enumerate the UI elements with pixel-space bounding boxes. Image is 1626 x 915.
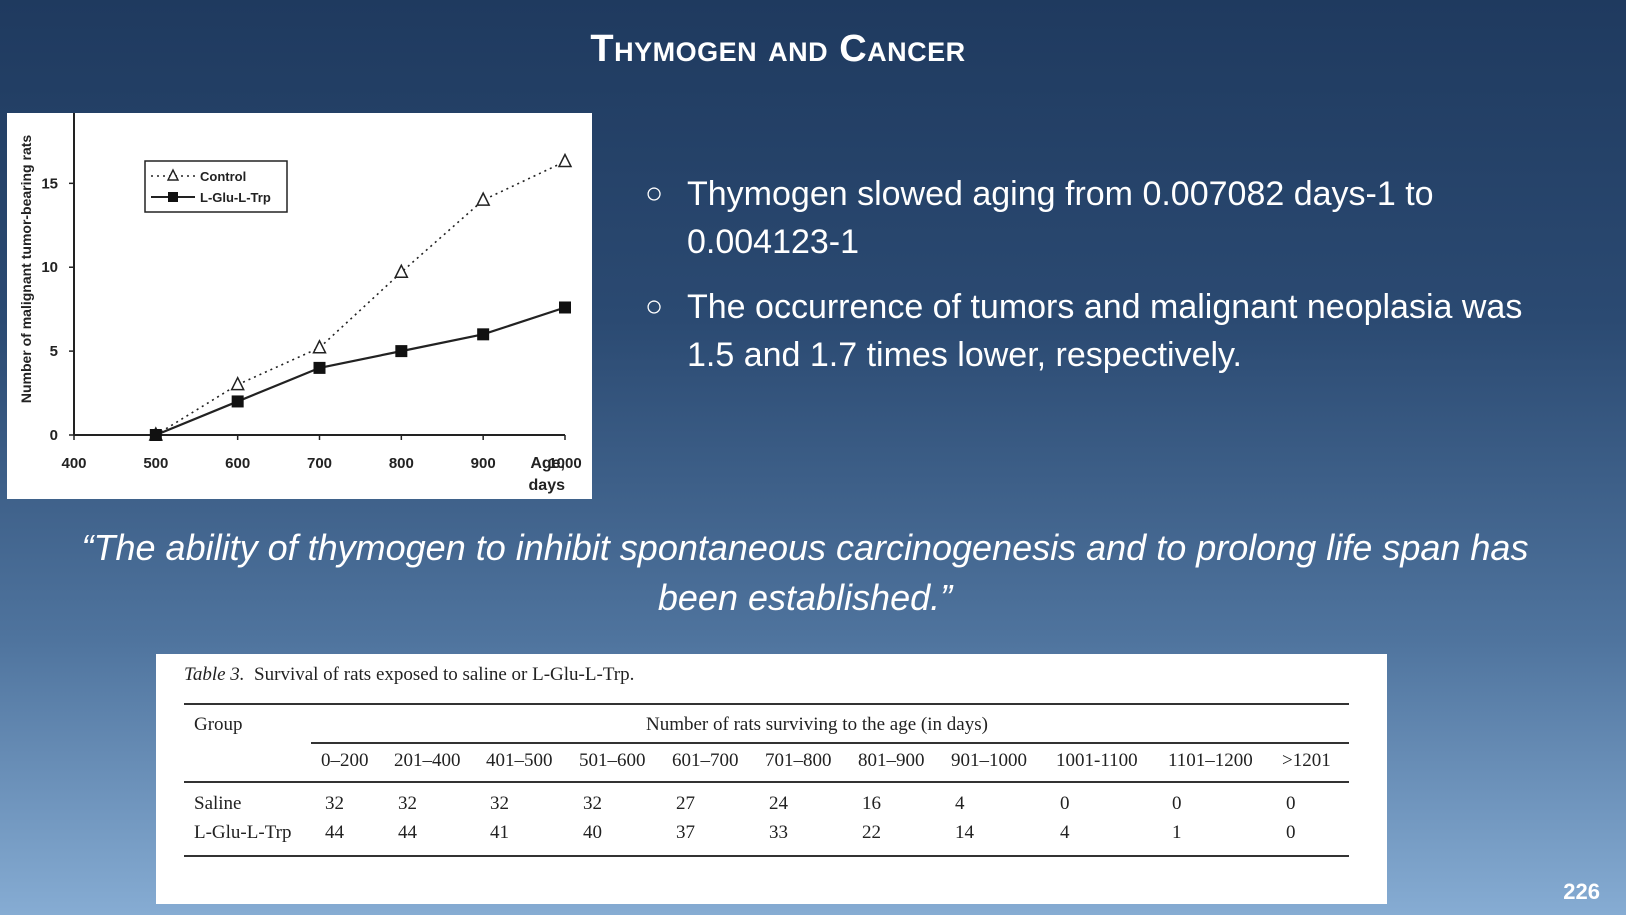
column-header: 201–400 <box>394 750 461 771</box>
x-axis-label: days <box>529 477 566 494</box>
column-header: 801–900 <box>858 750 925 771</box>
data-point-l-glu-l-trp <box>231 395 244 408</box>
data-point-control <box>230 375 245 391</box>
x-tick-label: 400 <box>61 455 86 472</box>
bullet-marker: ○ <box>645 290 664 323</box>
table-caption-label: Table 3. <box>184 664 245 685</box>
x-tick-label: 1000 <box>548 455 581 472</box>
table-cell: 4 <box>955 793 965 814</box>
column-header: 1101–1200 <box>1168 750 1253 771</box>
table-cell: 24 <box>769 793 788 814</box>
column-header: 501–600 <box>579 750 646 771</box>
data-point-control <box>557 152 573 168</box>
legend-marker-control <box>166 168 180 181</box>
table-cell: 14 <box>955 822 974 843</box>
x-axis-label: Age, <box>530 455 565 472</box>
table-cell: 44 <box>398 822 417 843</box>
y-axis-label: Number of malignant tumor-bearing rats <box>18 135 34 404</box>
data-point-l-glu-l-trp <box>149 429 162 441</box>
table-top-rule <box>184 703 1349 705</box>
x-tick-label: 600 <box>225 455 250 472</box>
y-tick-label: 15 <box>41 175 58 192</box>
legend-marker-l-glu-l-trp <box>168 192 178 202</box>
table-cell: 44 <box>325 822 344 843</box>
row-group-label: L-Glu-L-Trp <box>194 822 292 843</box>
column-header: 901–1000 <box>951 750 1027 771</box>
data-point-control <box>394 263 409 279</box>
bullet-marker: ○ <box>645 177 664 210</box>
table-cell: 40 <box>583 822 602 843</box>
x-tick-label: 900 <box>471 455 496 472</box>
column-header: 701–800 <box>765 750 832 771</box>
table-cell: 0 <box>1060 793 1070 814</box>
table-cell: 16 <box>862 793 881 814</box>
table-bottom-rule <box>184 855 1349 857</box>
table-cell: 33 <box>769 822 788 843</box>
y-tick-label: 10 <box>41 259 58 276</box>
data-point-l-glu-l-trp <box>477 328 490 341</box>
table-cell: 37 <box>676 822 695 843</box>
bullet-item: ○ Thymogen slowed aging from 0.007082 da… <box>645 170 1545 266</box>
table-cell: 32 <box>325 793 344 814</box>
table-cell: 0 <box>1286 793 1296 814</box>
table-cell: 32 <box>490 793 509 814</box>
data-point-l-glu-l-trp <box>313 361 326 374</box>
data-point-l-glu-l-trp <box>559 301 571 314</box>
series-line-control <box>155 160 566 436</box>
x-tick-label: 800 <box>389 455 414 472</box>
table-cell: 32 <box>583 793 602 814</box>
bullet-list: ○ Thymogen slowed aging from 0.007082 da… <box>645 170 1545 396</box>
legend-label-control: Control <box>200 169 246 184</box>
data-point-control <box>312 339 327 354</box>
y-tick-label: 0 <box>50 427 58 444</box>
x-tick-label: 700 <box>307 455 332 472</box>
span-header-rule <box>311 742 1349 744</box>
table-cell: 32 <box>398 793 417 814</box>
table-cell: 0 <box>1172 793 1182 814</box>
table-caption: Table 3. Survival of rats exposed to sal… <box>184 664 634 686</box>
bullet-text: The occurrence of tumors and malignant n… <box>687 288 1523 374</box>
table-cell: 0 <box>1286 822 1296 843</box>
quote-text: “The ability of thymogen to inhibit spon… <box>81 527 1529 618</box>
column-header: 0–200 <box>321 750 369 771</box>
group-header: Group <box>194 714 243 735</box>
row-group-label: Saline <box>194 793 242 814</box>
header-bottom-rule <box>184 781 1349 783</box>
legend-label-l-glu-l-trp: L-Glu-L-Trp <box>200 190 271 205</box>
column-header: 1001-1100 <box>1056 750 1138 771</box>
column-header: >1201 <box>1282 750 1331 771</box>
table-caption-text: Survival of rats exposed to saline or L-… <box>254 664 635 685</box>
legend-box <box>144 160 288 213</box>
bullet-text: Thymogen slowed aging from 0.007082 days… <box>687 175 1434 261</box>
data-point-l-glu-l-trp <box>395 345 408 358</box>
tumor-chart: 400 500 600 700 800 900 1000 0 5 10 15 Age, days Numb… <box>7 113 592 499</box>
column-header: 601–700 <box>672 750 739 771</box>
column-header: 401–500 <box>486 750 553 771</box>
x-tick-label: 500 <box>143 455 168 472</box>
data-point-control <box>475 191 491 206</box>
table-cell: 4 <box>1060 822 1070 843</box>
slide-title: Thymogen and Cancer <box>590 28 966 70</box>
chart-svg: 400 500 600 700 800 900 1000 0 5 10 15 Age, days Numb… <box>18 113 582 494</box>
slide-number: 226 <box>1563 879 1600 904</box>
table-cell: 27 <box>676 793 695 814</box>
span-header: Number of rats surviving to the age (in … <box>646 714 988 735</box>
survival-table: Table 3. Survival of rats exposed to sal… <box>156 654 1387 904</box>
table-cell: 22 <box>862 822 881 843</box>
table-cell: 41 <box>490 822 509 843</box>
y-tick-label: 5 <box>50 343 58 360</box>
series-line-l-glu-l-trp <box>155 306 566 437</box>
table-cell: 1 <box>1172 822 1182 843</box>
bullet-item: ○ The occurrence of tumors and malignant… <box>645 283 1545 379</box>
